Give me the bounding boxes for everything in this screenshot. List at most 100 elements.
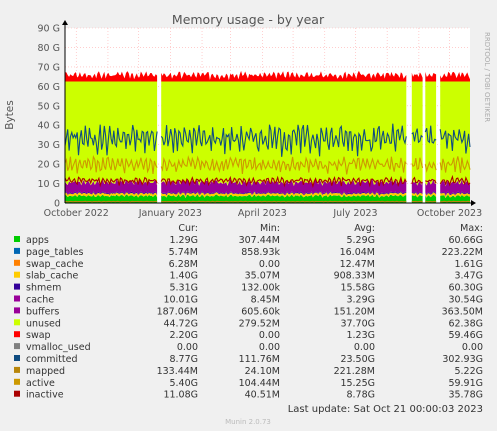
y-tick-label: 50 G [38, 101, 60, 112]
legend-max-swap: 59.46G [448, 330, 483, 341]
y-tick-label: 40 G [38, 121, 60, 132]
legend-name-swap: swap [26, 330, 51, 341]
legend-max-buffers: 363.50M [442, 306, 483, 317]
area-swap [425, 71, 437, 82]
legend-swatch-shmem [14, 283, 20, 290]
legend-min-buffers: 605.60k [241, 306, 280, 317]
legend-cur-inactive: 11.08G [163, 390, 198, 401]
x-tick-labels: October 2022 January 2023 April 2023 July 2… [44, 208, 483, 219]
legend-name-active: active [26, 378, 55, 389]
legend-name-unused: unused [26, 318, 61, 329]
x-tick-label: October 2022 [44, 208, 109, 219]
last-update: Last update: Sat Oct 21 00:00:03 2023 [288, 404, 483, 415]
legend-min-vmalloc_used: 0.00 [259, 342, 280, 353]
area-slab_cache [65, 192, 158, 198]
legend-header: Cur: [178, 223, 198, 234]
legend-cur-swap: 2.20G [169, 330, 198, 341]
legend-swatch-buffers [14, 307, 20, 314]
side-label: RRDTOOL / TOBI OETIKER [483, 32, 491, 122]
legend-min-page_tables: 858.93k [241, 247, 280, 258]
legend-header: Min: [260, 223, 280, 234]
area-cache [161, 179, 407, 195]
area-slab_cache [440, 192, 470, 198]
legend-swatch-apps [14, 236, 20, 242]
line-active [64, 154, 471, 175]
area-buffers [425, 178, 437, 186]
legend-cur-apps: 1.29G [169, 235, 198, 246]
y-axis-arrow [62, 20, 68, 25]
legend-max-shmem: 60.30G [448, 283, 483, 294]
legend-swatch-mapped [14, 366, 20, 373]
area-swap_cache [65, 194, 158, 198]
area-swap [161, 70, 407, 82]
legend-avg-shmem: 15.58G [340, 283, 375, 294]
area-slab_cache [425, 192, 437, 198]
munin-version: Munin 2.0.73 [225, 418, 271, 426]
y-tick-label: 10 G [38, 179, 60, 190]
legend-cur-swap_cache: 6.28M [169, 259, 198, 270]
legend-min-apps: 307.44M [239, 235, 280, 246]
legend-max-mapped: 5.22G [454, 366, 483, 377]
legend-max-page_tables: 223.22M [442, 247, 483, 258]
y-axis-label: Bytes [4, 100, 16, 129]
legend-max-cache: 30.54G [448, 295, 483, 306]
legend-avg-committed: 23.50G [340, 354, 375, 365]
legend-avg-mapped: 221.28M [334, 366, 375, 377]
legend-max-apps: 60.66G [448, 235, 483, 246]
legend-max-vmalloc_used: 0.00 [462, 342, 483, 353]
y-tick-label: 60 G [38, 82, 60, 93]
legend-avg-slab_cache: 908.33M [334, 271, 375, 282]
legend-name-cache: cache [26, 295, 54, 306]
legend-min-slab_cache: 35.07M [245, 271, 280, 282]
area-shmem [440, 191, 470, 196]
legend-max-unused: 62.38G [448, 318, 483, 329]
y-tick-label: 30 G [38, 140, 60, 151]
x-tick-label: July 2023 [332, 208, 377, 219]
y-tick-label: 90 G [38, 24, 60, 35]
area-apps [425, 194, 437, 203]
legend-min-swap_cache: 0.00 [259, 259, 280, 270]
legend-header: Max: [460, 223, 483, 234]
series-lines [64, 123, 471, 203]
area-shmem [65, 191, 158, 195]
legend-avg-inactive: 8.78G [346, 390, 375, 401]
legend-min-committed: 111.76M [239, 354, 280, 365]
x-axis-arrow [471, 200, 476, 206]
legend-cur-shmem: 5.31G [169, 283, 198, 294]
legend-max-swap_cache: 1.61G [454, 259, 483, 270]
legend-name-shmem: shmem [26, 283, 61, 294]
legend-name-mapped: mapped [26, 366, 65, 377]
legend-name-swap_cache: swap_cache [26, 259, 84, 270]
line-mapped [64, 200, 471, 203]
legend-avg-unused: 37.70G [340, 318, 375, 329]
line-committed [64, 123, 471, 157]
area-cache [65, 178, 158, 195]
legend-avg-apps: 5.29G [346, 235, 375, 246]
area-cache [440, 179, 470, 195]
legend-min-swap: 0.00 [259, 330, 280, 341]
legend-table: Cur: Min: Avg: Max: apps 1.29G 307.44M 5.29G 60.… [14, 223, 483, 401]
legend-max-committed: 302.93G [442, 354, 483, 365]
y-tick-label: 80 G [38, 43, 60, 54]
y-tick-label: 20 G [38, 160, 60, 171]
axes [62, 20, 476, 206]
legend-cur-committed: 8.77G [169, 354, 198, 365]
legend-swatch-page_tables [14, 247, 20, 254]
legend-max-slab_cache: 3.47G [454, 271, 483, 282]
x-tick-label: April 2023 [238, 208, 287, 219]
legend-name-apps: apps [26, 235, 49, 246]
legend-swatch-unused [14, 319, 20, 326]
area-shmem [425, 191, 437, 196]
x-tick-label: January 2023 [138, 208, 202, 219]
legend-cur-slab_cache: 1.40G [169, 271, 198, 282]
legend-avg-vmalloc_used: 0.00 [354, 342, 375, 353]
legend-cur-active: 5.40G [169, 378, 198, 389]
legend-swatch-slab_cache [14, 271, 20, 278]
legend-swatch-swap_cache [14, 259, 20, 266]
legend-name-inactive: inactive [26, 390, 64, 401]
line-inactive [64, 174, 471, 189]
legend-swatch-vmalloc_used [14, 343, 20, 350]
legend-cur-mapped: 133.44M [157, 366, 198, 377]
area-cache [411, 180, 423, 194]
